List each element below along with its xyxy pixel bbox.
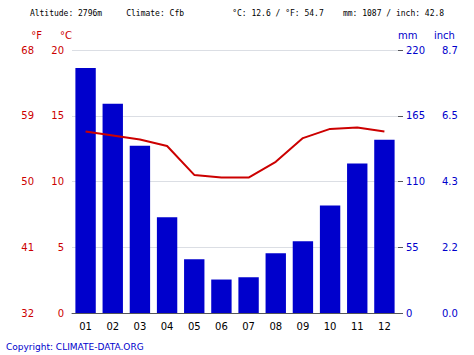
svg-text:50: 50 bbox=[21, 176, 34, 187]
svg-text:05: 05 bbox=[188, 321, 201, 332]
svg-text:110: 110 bbox=[406, 176, 425, 187]
svg-text:°F: °F bbox=[31, 30, 42, 41]
svg-text:04: 04 bbox=[161, 321, 174, 332]
svg-text:mm: mm bbox=[398, 30, 417, 41]
svg-text:32: 32 bbox=[21, 308, 34, 319]
svg-text:41: 41 bbox=[21, 242, 34, 253]
svg-text:09: 09 bbox=[297, 321, 310, 332]
svg-text:6.5: 6.5 bbox=[442, 110, 458, 121]
svg-text:5: 5 bbox=[58, 242, 64, 253]
svg-text:220: 220 bbox=[406, 45, 425, 56]
svg-text:2.2: 2.2 bbox=[442, 242, 458, 253]
svg-text:11: 11 bbox=[351, 321, 364, 332]
svg-text:06: 06 bbox=[215, 321, 228, 332]
svg-text:165: 165 bbox=[406, 110, 425, 121]
svg-text:68: 68 bbox=[21, 45, 34, 56]
svg-text:15: 15 bbox=[51, 110, 64, 121]
svg-text:08: 08 bbox=[269, 321, 282, 332]
svg-text:4.3: 4.3 bbox=[442, 176, 458, 187]
svg-text:02: 02 bbox=[106, 321, 119, 332]
svg-text:20: 20 bbox=[51, 45, 64, 56]
svg-text:55: 55 bbox=[406, 242, 419, 253]
svg-text:inch: inch bbox=[434, 30, 455, 41]
svg-text:07: 07 bbox=[242, 321, 255, 332]
svg-text:03: 03 bbox=[134, 321, 147, 332]
svg-text:0: 0 bbox=[406, 308, 412, 319]
svg-text:0: 0 bbox=[58, 308, 64, 319]
svg-text:10: 10 bbox=[51, 176, 64, 187]
svg-text:0.0: 0.0 bbox=[442, 308, 458, 319]
svg-text:59: 59 bbox=[21, 110, 34, 121]
svg-text:Copyright: CLIMATE-DATA.ORG: Copyright: CLIMATE-DATA.ORG bbox=[6, 342, 144, 352]
svg-text:01: 01 bbox=[79, 321, 92, 332]
svg-text:°C: °C bbox=[60, 30, 72, 41]
svg-text:12: 12 bbox=[378, 321, 391, 332]
svg-text:8.7: 8.7 bbox=[442, 45, 458, 56]
svg-text:Altitude: 2796m Climate: C: Altitude: 2796m Climate: Cfb °C: 12.6 / … bbox=[30, 9, 444, 18]
svg-text:10: 10 bbox=[324, 321, 337, 332]
